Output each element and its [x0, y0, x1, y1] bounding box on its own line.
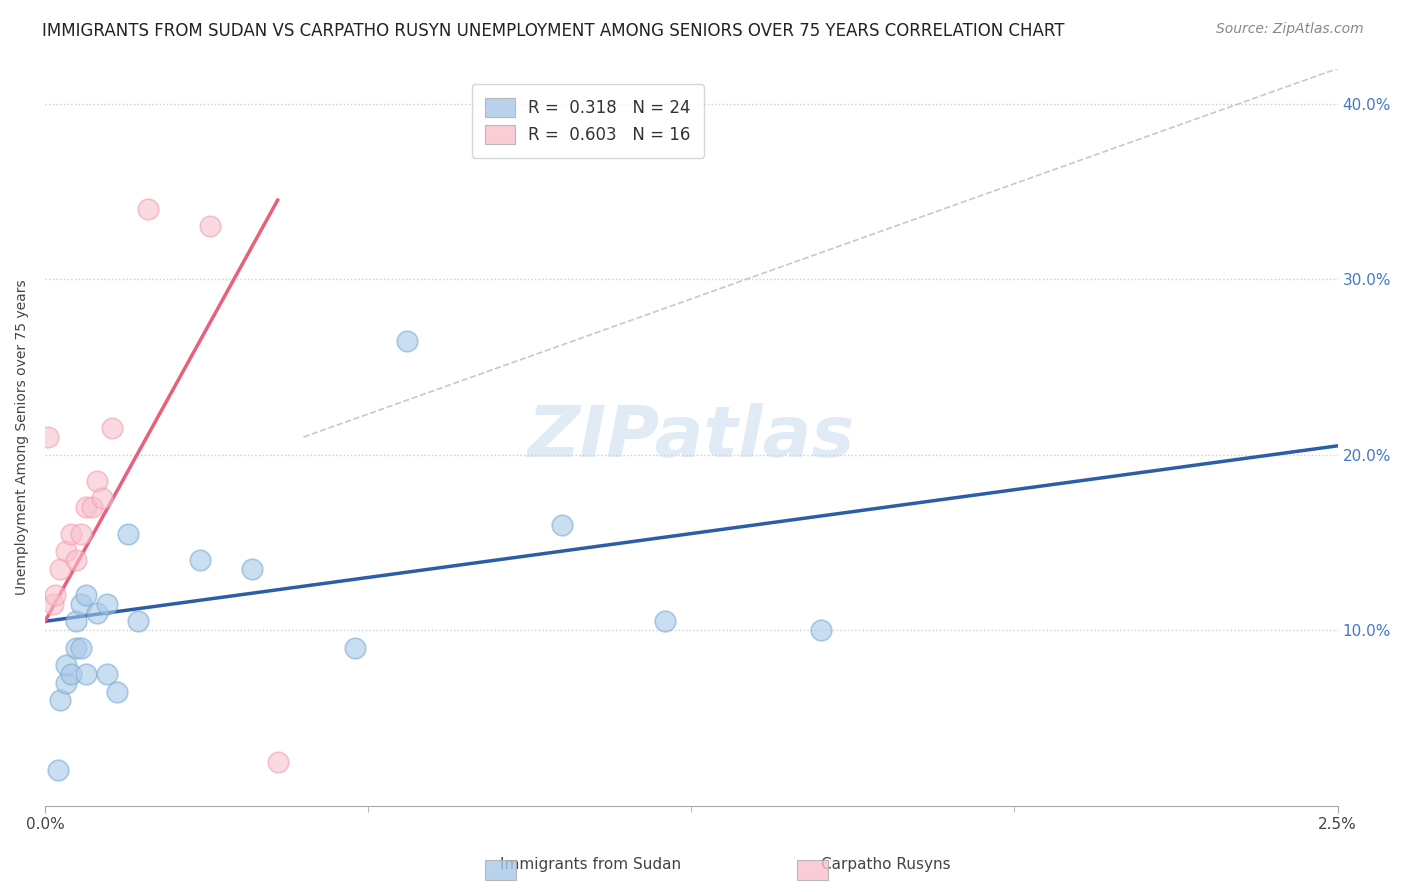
Point [90, 491, 112, 506]
Point [70, 640, 93, 655]
Point [55, 658, 77, 673]
Point [55, 675, 77, 690]
Point [810, 623, 832, 637]
Text: ZIPatlas: ZIPatlas [527, 402, 855, 472]
Point [117, 526, 139, 541]
Point [65, 615, 87, 629]
Point [86, 606, 108, 620]
Point [86, 474, 108, 488]
Point [188, 553, 211, 567]
Point [96, 597, 118, 611]
Point [55, 544, 77, 558]
Text: Source: ZipAtlas.com: Source: ZipAtlas.com [1216, 22, 1364, 37]
Point [44, 588, 66, 602]
Point [46, 764, 69, 778]
Point [59, 526, 82, 541]
Point [101, 421, 124, 435]
Point [42, 597, 65, 611]
Point [138, 202, 160, 216]
Point [654, 615, 676, 629]
Point [65, 640, 87, 655]
Point [240, 562, 263, 576]
Point [127, 615, 149, 629]
Point [37, 430, 59, 444]
Point [200, 219, 222, 234]
Point [80, 500, 103, 515]
Point [75, 588, 97, 602]
Text: Carpatho Rusyns: Carpatho Rusyns [821, 857, 950, 872]
Point [70, 526, 93, 541]
Point [59, 667, 82, 681]
Point [96, 667, 118, 681]
Text: Immigrants from Sudan: Immigrants from Sudan [501, 857, 681, 872]
Point [65, 553, 87, 567]
Point [49, 562, 72, 576]
Point [75, 667, 97, 681]
Point [49, 693, 72, 707]
Point [75, 500, 97, 515]
Legend: R =  0.318   N = 24, R =  0.603   N = 16: R = 0.318 N = 24, R = 0.603 N = 16 [471, 84, 704, 158]
Text: IMMIGRANTS FROM SUDAN VS CARPATHO RUSYN UNEMPLOYMENT AMONG SENIORS OVER 75 YEARS: IMMIGRANTS FROM SUDAN VS CARPATHO RUSYN … [42, 22, 1064, 40]
Point [344, 640, 367, 655]
Point [266, 755, 288, 769]
Y-axis label: Unemployment Among Seniors over 75 years: Unemployment Among Seniors over 75 years [15, 279, 30, 595]
Point [70, 597, 93, 611]
Point [551, 517, 574, 532]
Point [105, 684, 128, 698]
Point [395, 334, 418, 348]
